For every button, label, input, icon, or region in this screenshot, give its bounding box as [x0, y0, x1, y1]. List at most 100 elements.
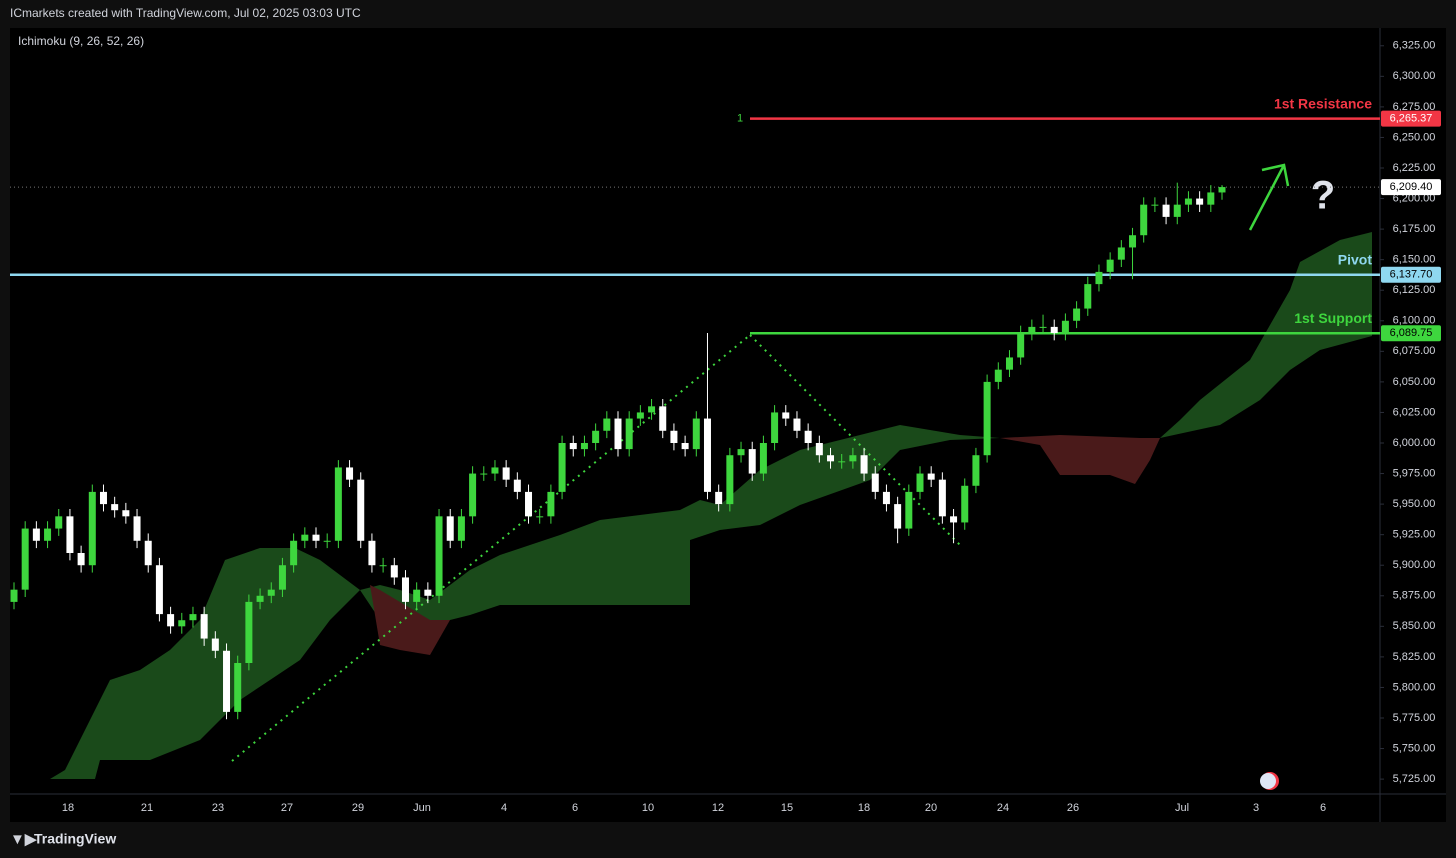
candle-body: [838, 461, 846, 463]
candle-body: [1073, 308, 1081, 321]
y-tick-label: 6,000.00: [1393, 437, 1436, 449]
price-tag-label: 6,209.40: [1390, 181, 1433, 193]
candle-body: [815, 443, 823, 456]
y-tick-label: 6,025.00: [1393, 406, 1436, 418]
candle-body: [290, 540, 298, 566]
candle-body: [569, 443, 577, 450]
candle-body: [379, 565, 387, 567]
candle-body: [122, 510, 130, 517]
candle-body: [1039, 326, 1047, 328]
candle-body: [871, 473, 879, 492]
candle-body: [1218, 187, 1226, 193]
candle-body: [312, 534, 320, 541]
annotation: ?: [1311, 174, 1335, 218]
candle-body: [334, 467, 342, 541]
candle-body: [111, 504, 119, 511]
candle-body: [10, 589, 18, 602]
x-tick-label: 26: [1067, 802, 1079, 814]
candle-body: [155, 565, 163, 615]
x-tick-label: 18: [858, 802, 870, 814]
y-tick-label: 6,200.00: [1393, 192, 1436, 204]
y-tick-label: 6,175.00: [1393, 223, 1436, 235]
candle-body: [1129, 235, 1137, 248]
candle-body: [446, 516, 454, 541]
candle-body: [771, 412, 779, 443]
x-tick-label: 21: [141, 802, 153, 814]
candle-body: [592, 430, 600, 443]
candle-body: [748, 449, 756, 474]
candle-body: [1117, 247, 1125, 260]
candle-body: [1084, 284, 1092, 309]
logo-mark: ▼▶: [10, 831, 38, 848]
x-tick-label: 6: [572, 802, 578, 814]
x-tick-label: 27: [281, 802, 293, 814]
candle-body: [547, 491, 555, 517]
candle-body: [525, 491, 533, 517]
candle-body: [927, 473, 935, 480]
x-tick-label: 18: [62, 802, 74, 814]
ichimoku-cloud: [50, 232, 1372, 779]
pattern-line: [749, 334, 961, 546]
x-tick-label: Jul: [1175, 802, 1189, 814]
candle-body: [189, 614, 197, 621]
y-tick-label: 6,050.00: [1393, 376, 1436, 388]
y-tick-label: 6,100.00: [1393, 315, 1436, 327]
candle-body: [759, 443, 767, 474]
candle-body: [99, 491, 107, 505]
candle-body: [21, 528, 29, 590]
candle-body: [804, 430, 812, 443]
candle-body: [66, 516, 74, 553]
candle-body: [636, 412, 644, 419]
candle-body: [782, 412, 790, 419]
candle-body: [457, 516, 465, 541]
candle-body: [234, 663, 242, 712]
candle-body: [726, 455, 734, 505]
candle-body: [1162, 204, 1170, 217]
y-tick-label: 6,250.00: [1393, 131, 1436, 143]
candle-body: [144, 540, 152, 566]
x-tick-label: 10: [642, 802, 654, 814]
y-tick-label: 5,925.00: [1393, 529, 1436, 541]
level-name: 1st Support: [1294, 310, 1372, 326]
candle-body: [469, 473, 477, 517]
x-tick-label: 29: [352, 802, 364, 814]
price-tag-label: 6,265.37: [1390, 113, 1433, 125]
y-tick-label: 6,325.00: [1393, 40, 1436, 52]
candle-body: [1028, 326, 1036, 333]
candle-body: [659, 406, 667, 431]
candle-body: [648, 406, 656, 413]
candle-body: [1151, 204, 1159, 206]
candle-body: [916, 473, 924, 492]
candle-body: [849, 455, 857, 462]
candle-body: [950, 516, 958, 523]
price-tag-label: 6,137.70: [1390, 269, 1433, 281]
y-tick-label: 5,750.00: [1393, 742, 1436, 754]
arrow: [1248, 163, 1290, 231]
y-tick-label: 5,950.00: [1393, 498, 1436, 510]
candle-body: [1095, 271, 1103, 285]
candle-body: [1184, 198, 1192, 205]
level-name: Pivot: [1338, 251, 1373, 267]
candle-body: [894, 504, 902, 529]
candle-body: [178, 620, 186, 627]
candle-body: [211, 638, 219, 651]
candle-body: [580, 443, 588, 450]
candle-body: [692, 418, 700, 450]
y-tick-label: 6,150.00: [1393, 254, 1436, 266]
candle-body: [435, 516, 443, 596]
candle-body: [223, 650, 231, 712]
candle-body: [670, 430, 678, 443]
price-tag: [1381, 179, 1441, 196]
candle-body: [983, 381, 991, 456]
candle-body: [413, 589, 421, 602]
candle-body: [905, 491, 913, 529]
candle-body: [961, 485, 969, 523]
candle-body: [346, 467, 354, 480]
candle-body: [401, 577, 409, 602]
candle-body: [491, 467, 499, 474]
candle-body: [424, 589, 432, 596]
candle-body: [1005, 357, 1013, 370]
candle-body: [703, 418, 711, 492]
y-tick-label: 6,300.00: [1393, 70, 1436, 82]
